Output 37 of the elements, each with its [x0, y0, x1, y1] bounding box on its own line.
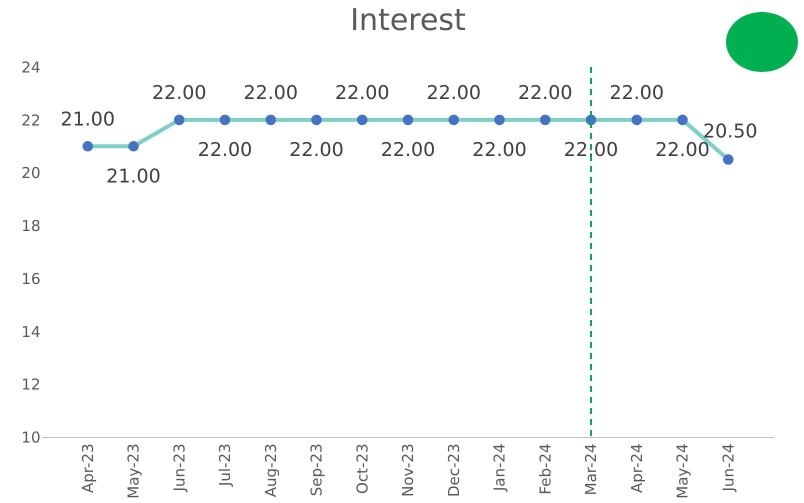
data-label: 22.00 [380, 138, 436, 161]
data-label: 22.00 [244, 82, 298, 104]
x-tick-label: Jul-23 [216, 444, 234, 488]
data-label: 22.00 [152, 82, 206, 104]
data-label: 22.00 [472, 138, 527, 161]
data-label: 22.00 [426, 82, 481, 104]
x-tick-label: Jun-23 [170, 444, 188, 492]
y-tick-label: 22 [21, 111, 40, 130]
data-label: 22.00 [198, 138, 252, 161]
x-tick-label: May-24 [674, 444, 692, 499]
x-tick-label: Apr-23 [78, 444, 97, 493]
y-tick-label: 18 [21, 217, 40, 236]
data-label: 21.00 [60, 108, 115, 130]
data-label: 22.00 [335, 82, 390, 104]
y-tick-label: 10 [21, 428, 40, 446]
x-tick-label: Dec-23 [444, 444, 463, 498]
x-tick-label: Mar-24 [582, 444, 600, 496]
data-label: 21.00 [106, 165, 161, 188]
y-tick-label: 12 [21, 376, 40, 394]
chart-title: Interest [350, 3, 466, 38]
x-tick-label: Feb-24 [536, 444, 554, 495]
x-tick-label: Nov-23 [399, 444, 417, 497]
x-tick-label: Sep-23 [308, 444, 326, 496]
x-tick-label: Jun-24 [719, 444, 738, 492]
data-label: 22.00 [518, 82, 572, 104]
x-tick-label: May-23 [124, 444, 142, 499]
y-tick-label: 24 [21, 58, 40, 76]
x-tick-label: Aug-23 [262, 444, 280, 498]
x-tick-label: Jan-24 [490, 444, 508, 492]
y-tick-label: 14 [21, 322, 40, 341]
y-tick-label: 16 [21, 270, 40, 288]
data-label: 22.00 [289, 138, 344, 161]
data-label: 22.00 [564, 138, 618, 161]
x-tick-label: Oct-23 [353, 444, 372, 494]
y-tick-label: 20 [21, 164, 40, 182]
x-tick-label: Apr-24 [628, 444, 646, 493]
data-label: 22.00 [610, 82, 664, 104]
